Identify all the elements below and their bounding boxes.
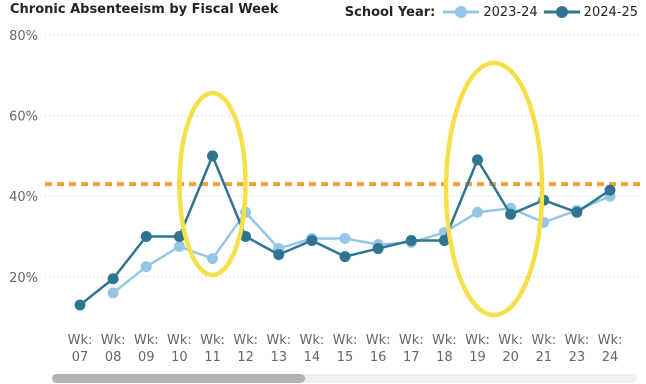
legend-title: School Year: <box>344 4 436 20</box>
y-tick-label: 60% <box>9 110 38 125</box>
x-tick-label: Wk: 19 <box>465 333 490 365</box>
data-point-2024-25 <box>207 150 218 162</box>
data-point-2023-24 <box>107 287 119 299</box>
x-tick-label: Wk: 18 <box>432 333 457 365</box>
x-tick-label: Wk: 07 <box>68 333 93 365</box>
data-point-2024-25 <box>472 154 483 166</box>
x-tick-label: Wk: 09 <box>134 333 159 365</box>
data-point-2024-25 <box>571 206 583 218</box>
legend-label-2023-24: 2023-24 <box>483 4 538 20</box>
data-point-2023-24 <box>140 261 152 273</box>
legend-item-2023-24[interactable]: 2023-24 <box>443 4 538 20</box>
data-point-2024-25 <box>240 230 252 242</box>
data-point-2023-24 <box>472 206 483 218</box>
horizontal-scrollbar[interactable] <box>52 374 637 383</box>
legend-item-2024-25[interactable]: 2024-25 <box>543 4 638 20</box>
data-point-2024-25 <box>438 235 450 246</box>
scrollbar-thumb[interactable] <box>52 374 305 383</box>
data-point-2024-25 <box>107 273 119 285</box>
series-line-2023-24 <box>112 195 611 294</box>
x-tick-label: Wk: 17 <box>399 333 424 365</box>
x-tick-label: Wk: 24 <box>598 333 623 365</box>
legend-marker-2024-25 <box>543 6 580 18</box>
x-tick-label: Wk: 15 <box>333 333 358 365</box>
data-point-2024-25 <box>306 235 318 246</box>
x-tick-label: Wk: 08 <box>101 333 126 365</box>
x-tick-label: Wk: 16 <box>366 333 391 365</box>
legend-label-2024-25: 2024-25 <box>583 4 638 20</box>
data-point-2024-25 <box>173 230 185 242</box>
chart-title: Chronic Absenteeism by Fiscal Week <box>10 2 279 17</box>
highlight-ellipse <box>177 90 248 278</box>
x-tick-label: Wk: 10 <box>167 333 192 365</box>
data-point-2024-25 <box>604 184 616 196</box>
x-tick-label: Wk: 11 <box>200 333 225 365</box>
data-point-2024-25 <box>140 230 152 242</box>
data-point-2023-24 <box>207 253 218 265</box>
y-tick-label: 20% <box>9 271 38 286</box>
x-tick-label: Wk: 14 <box>299 333 324 365</box>
legend-marker-2023-24 <box>443 6 480 18</box>
data-point-2024-25 <box>339 251 351 263</box>
data-point-2024-25 <box>372 243 384 255</box>
legend: School Year: 2023-24 2024-25 <box>345 2 638 22</box>
x-tick-label: Wk: 21 <box>531 333 556 365</box>
x-tick-label: Wk: 23 <box>564 333 589 365</box>
y-tick-label: 40% <box>9 190 38 205</box>
highlight-ellipse <box>443 60 545 318</box>
x-tick-label: Wk: 13 <box>266 333 291 365</box>
data-point-2024-25 <box>74 299 86 311</box>
y-tick-label: 80% <box>9 29 38 44</box>
data-point-2024-25 <box>273 249 285 261</box>
data-point-2024-25 <box>405 235 417 246</box>
data-point-2023-24 <box>339 232 351 244</box>
series-line-2024-25 <box>79 154 611 306</box>
data-point-2023-24 <box>173 241 185 253</box>
data-point-2024-25 <box>505 208 517 220</box>
x-tick-label: Wk: 20 <box>498 333 523 365</box>
x-tick-label: Wk: 12 <box>233 333 258 365</box>
